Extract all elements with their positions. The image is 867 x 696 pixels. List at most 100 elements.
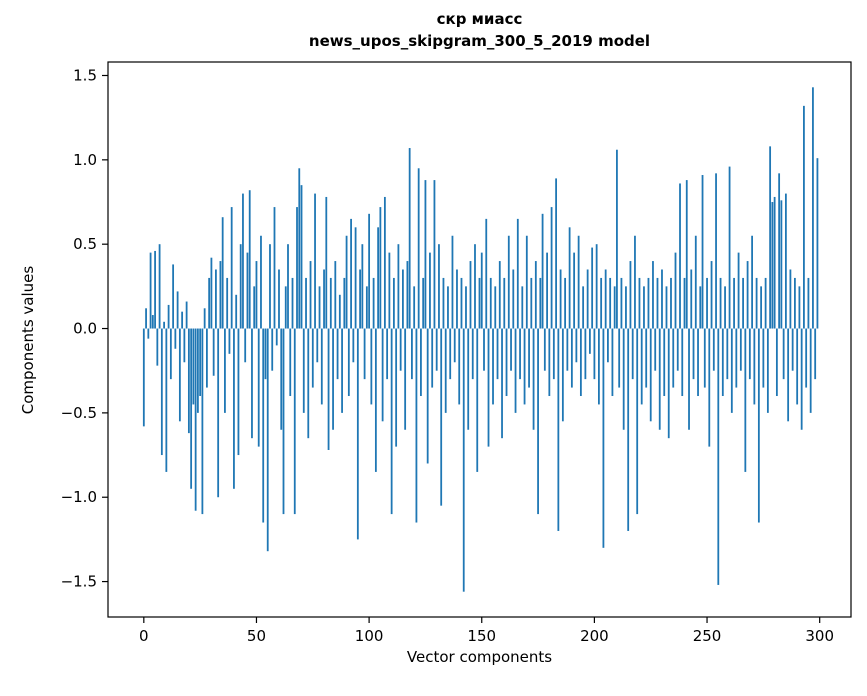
- bar: [791, 328, 794, 371]
- bar: [169, 328, 172, 380]
- bar: [809, 328, 812, 413]
- bar: [733, 277, 735, 329]
- bar: [201, 328, 204, 515]
- bar: [325, 196, 328, 329]
- bar: [302, 328, 305, 413]
- bar: [235, 294, 238, 329]
- bar: [336, 328, 339, 380]
- bar: [550, 207, 553, 329]
- bar: [347, 328, 350, 397]
- bar: [149, 252, 152, 329]
- bar: [165, 328, 168, 472]
- chart-title-line1: скр миасс: [436, 10, 523, 28]
- bar-series: [142, 87, 819, 592]
- bar: [320, 328, 323, 405]
- x-tick-label: 150: [467, 627, 496, 645]
- bar: [746, 261, 749, 329]
- y-tick-label: 0.0: [73, 320, 97, 338]
- bar: [284, 286, 287, 329]
- bar: [503, 277, 506, 329]
- bar: [372, 277, 375, 329]
- bar: [334, 261, 337, 329]
- bar: [327, 328, 330, 450]
- bar: [381, 328, 384, 422]
- bar: [766, 328, 769, 413]
- bar: [413, 286, 416, 329]
- bar: [568, 227, 571, 329]
- bar: [701, 175, 704, 329]
- bar: [187, 328, 190, 434]
- bar: [712, 328, 715, 371]
- bar: [800, 328, 803, 430]
- bar: [174, 328, 177, 349]
- bar: [242, 193, 244, 329]
- bar: [266, 328, 269, 552]
- bar: [181, 311, 184, 329]
- bar: [462, 328, 465, 592]
- bar: [228, 328, 231, 354]
- bar: [534, 261, 537, 329]
- bar: [794, 277, 796, 329]
- bar: [798, 286, 801, 329]
- bar: [721, 328, 724, 397]
- y-tick-label: 0.5: [73, 235, 97, 253]
- bar: [142, 328, 145, 427]
- bar: [764, 277, 767, 329]
- bar: [519, 328, 521, 380]
- bar: [345, 235, 348, 329]
- bar: [541, 213, 544, 329]
- y-tick-label: 1.5: [73, 66, 97, 84]
- bar: [483, 328, 485, 371]
- bar: [649, 328, 652, 422]
- bar: [679, 183, 681, 329]
- bar: [255, 261, 258, 329]
- bar: [287, 244, 289, 329]
- bar: [739, 328, 742, 371]
- bar: [404, 328, 407, 430]
- bar: [386, 328, 389, 380]
- bar: [478, 277, 481, 329]
- bar: [672, 328, 675, 388]
- bar: [185, 301, 188, 329]
- bar: [318, 286, 321, 329]
- bar: [151, 315, 154, 329]
- bar: [298, 168, 301, 329]
- bar: [417, 168, 420, 329]
- bar: [316, 328, 319, 363]
- bar: [690, 269, 693, 329]
- bar: [636, 328, 639, 515]
- bar: [352, 328, 355, 363]
- bar: [532, 328, 535, 430]
- bar: [392, 277, 395, 329]
- bar: [460, 277, 463, 329]
- bar: [616, 149, 618, 329]
- bar: [755, 277, 758, 329]
- bar: [210, 257, 213, 329]
- bar: [356, 328, 359, 540]
- bar: [147, 328, 150, 339]
- bar: [262, 328, 265, 523]
- bar: [737, 252, 740, 329]
- bar: [314, 193, 316, 329]
- bar: [206, 328, 208, 388]
- bar: [291, 277, 294, 329]
- bar: [447, 286, 449, 329]
- bar: [172, 264, 175, 329]
- bar: [395, 328, 398, 447]
- bar: [237, 328, 240, 456]
- bar: [494, 286, 497, 329]
- bar: [194, 328, 197, 511]
- bar: [557, 328, 560, 531]
- bar: [217, 328, 220, 498]
- bar: [388, 252, 391, 329]
- bar: [600, 277, 603, 329]
- bar: [329, 277, 332, 329]
- bar: [154, 250, 156, 329]
- bar: [379, 207, 382, 329]
- bar: [760, 286, 763, 329]
- bar: [453, 328, 456, 363]
- bar: [476, 328, 479, 472]
- bar: [555, 178, 557, 329]
- bar: [158, 244, 161, 329]
- bar: [489, 277, 492, 329]
